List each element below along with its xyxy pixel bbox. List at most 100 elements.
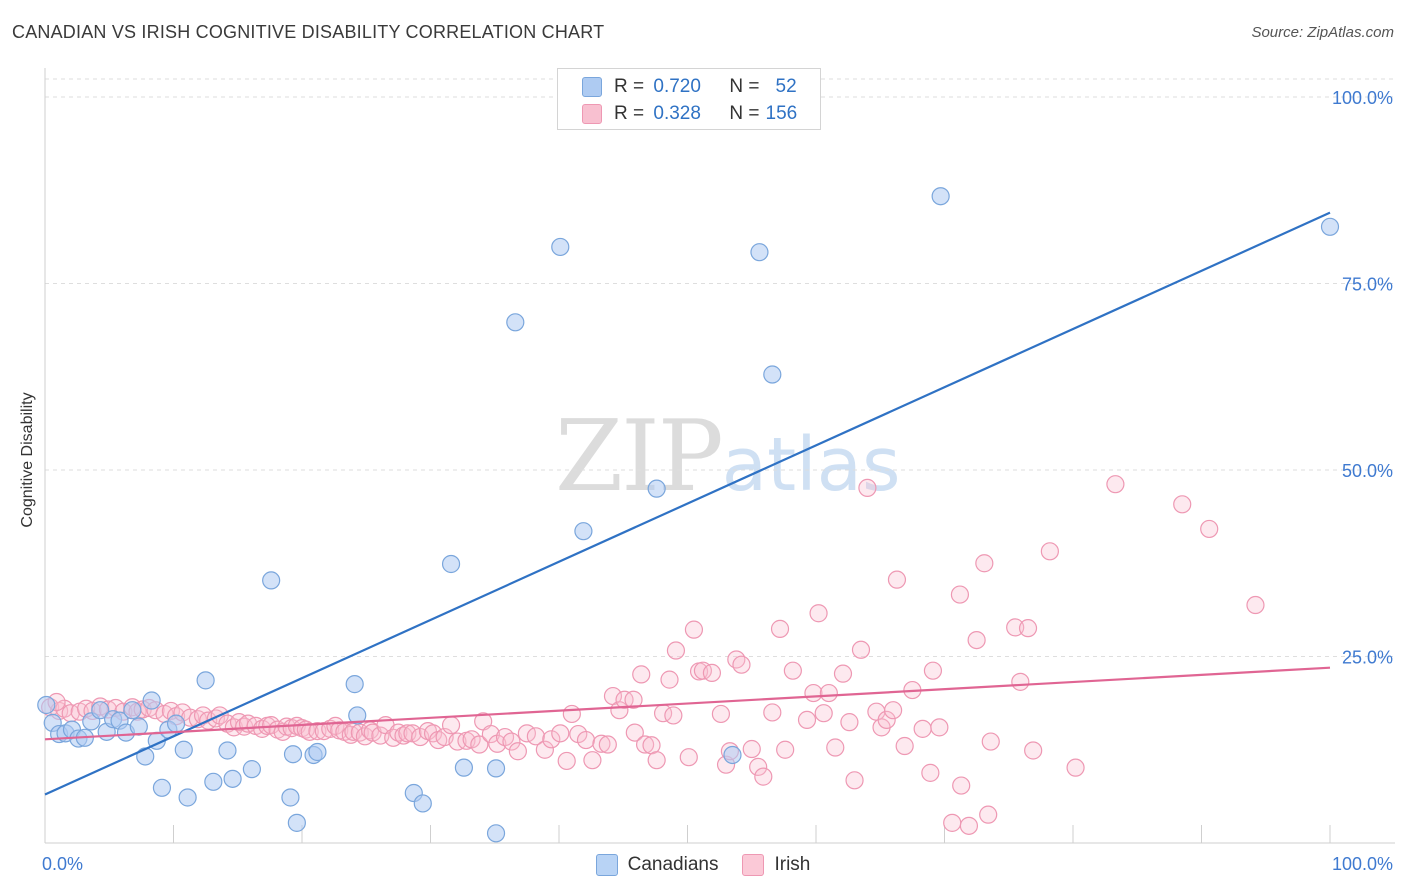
point-irish [845, 771, 864, 790]
point-canadians [129, 717, 148, 736]
point-canadians [647, 479, 666, 498]
point-irish [754, 767, 773, 786]
point-canadians [262, 571, 281, 590]
point-irish [895, 736, 914, 756]
point-canadians [308, 742, 327, 762]
point-irish [763, 703, 782, 722]
point-irish [923, 661, 943, 680]
point-canadians [1320, 217, 1340, 236]
x-tick-label: 100.0% [1332, 854, 1393, 874]
point-irish [1011, 672, 1030, 691]
point-irish [981, 732, 1000, 751]
point-irish [253, 719, 272, 738]
point-irish [1246, 595, 1265, 615]
point-irish [481, 724, 500, 744]
chart-title: CANADIAN VS IRISH COGNITIVE DISABILITY C… [12, 22, 605, 42]
point-irish [1040, 542, 1059, 561]
legend-label-irish: Irish [774, 854, 811, 875]
point-irish [1006, 618, 1025, 637]
point-irish [783, 661, 802, 680]
point-canadians [283, 745, 303, 764]
point-irish [840, 713, 859, 732]
point-canadians [931, 187, 950, 206]
legend-item-canadians[interactable]: Canadians [595, 854, 718, 876]
point-irish [742, 739, 761, 759]
point-irish [300, 722, 319, 741]
point-canadians [196, 671, 215, 690]
point-canadians [413, 794, 432, 813]
point-irish [943, 813, 962, 832]
point-irish [959, 816, 979, 835]
point-irish [576, 730, 596, 750]
y-tick-label: 75.0% [1342, 275, 1393, 295]
point-canadians [136, 747, 155, 766]
point-irish [776, 740, 795, 759]
legend-n-value: 156 [765, 103, 798, 124]
legend-r-label: R = [614, 103, 645, 124]
point-irish [711, 704, 731, 724]
point-canadians [551, 237, 570, 257]
point-canadians [486, 759, 506, 778]
trendline-irish [44, 666, 1331, 741]
y-tick-label: 50.0% [1342, 461, 1393, 481]
point-irish [1173, 495, 1192, 514]
point-irish [727, 650, 746, 669]
point-irish [819, 683, 838, 703]
point-irish [1018, 619, 1038, 638]
point-irish [797, 710, 817, 730]
source-label: Source: ZipAtlas.com [1251, 24, 1394, 41]
legend-n-value: 52 [775, 76, 797, 97]
point-canadians [287, 813, 306, 832]
legend-r-value: 0.328 [653, 103, 701, 124]
y-tick-label: 100.0% [1332, 88, 1393, 108]
point-irish [551, 724, 570, 743]
legend-swatch-irish [582, 104, 602, 124]
watermark-zip: ZIP [555, 400, 724, 514]
point-canadians [506, 313, 525, 332]
point-irish [592, 734, 611, 753]
y-tick-label: 25.0% [1342, 648, 1393, 668]
point-irish [967, 630, 986, 650]
point-irish [1066, 758, 1085, 777]
point-irish [851, 640, 871, 659]
stats-legend: R = 0.720 N = 52 R = 0.328 N = 156 [557, 68, 821, 130]
point-irish [702, 663, 722, 683]
zipatlas-watermark: ZIPatlas [555, 400, 901, 514]
point-irish [557, 751, 576, 771]
point-irish [979, 805, 998, 824]
point-irish [804, 683, 823, 703]
legend-n-label: N = [729, 103, 760, 124]
point-irish [877, 710, 896, 730]
point-irish [930, 718, 949, 737]
point-irish [664, 706, 683, 725]
point-irish [887, 570, 907, 589]
point-irish [624, 690, 643, 709]
point-irish [814, 704, 833, 723]
point-irish [833, 664, 853, 683]
point-irish [508, 742, 527, 761]
legend-swatch-canadians [595, 854, 618, 876]
point-irish [952, 776, 971, 795]
legend-item-irish[interactable]: Irish [742, 854, 810, 876]
point-irish [1024, 741, 1043, 760]
legend-n-label: N = [729, 76, 760, 97]
point-irish [635, 735, 655, 754]
point-canadians [763, 365, 782, 384]
legend-swatch-irish [742, 854, 765, 876]
legend-row-canadians: R = 0.720 N = 52 [582, 75, 797, 99]
legend-row-irish: R = 0.328 N = 156 [582, 102, 797, 126]
legend-r-value: 0.720 [653, 76, 701, 97]
point-irish [684, 620, 704, 639]
point-canadians [174, 740, 193, 759]
point-irish [921, 763, 940, 782]
point-irish [913, 719, 932, 738]
point-canadians [142, 691, 161, 710]
point-canadians [91, 701, 110, 720]
point-canadians [345, 675, 364, 694]
point-irish [488, 734, 507, 753]
point-irish [441, 716, 461, 735]
point-irish [502, 732, 521, 751]
watermark-atlas: atlas [721, 422, 901, 508]
point-irish [666, 641, 686, 660]
